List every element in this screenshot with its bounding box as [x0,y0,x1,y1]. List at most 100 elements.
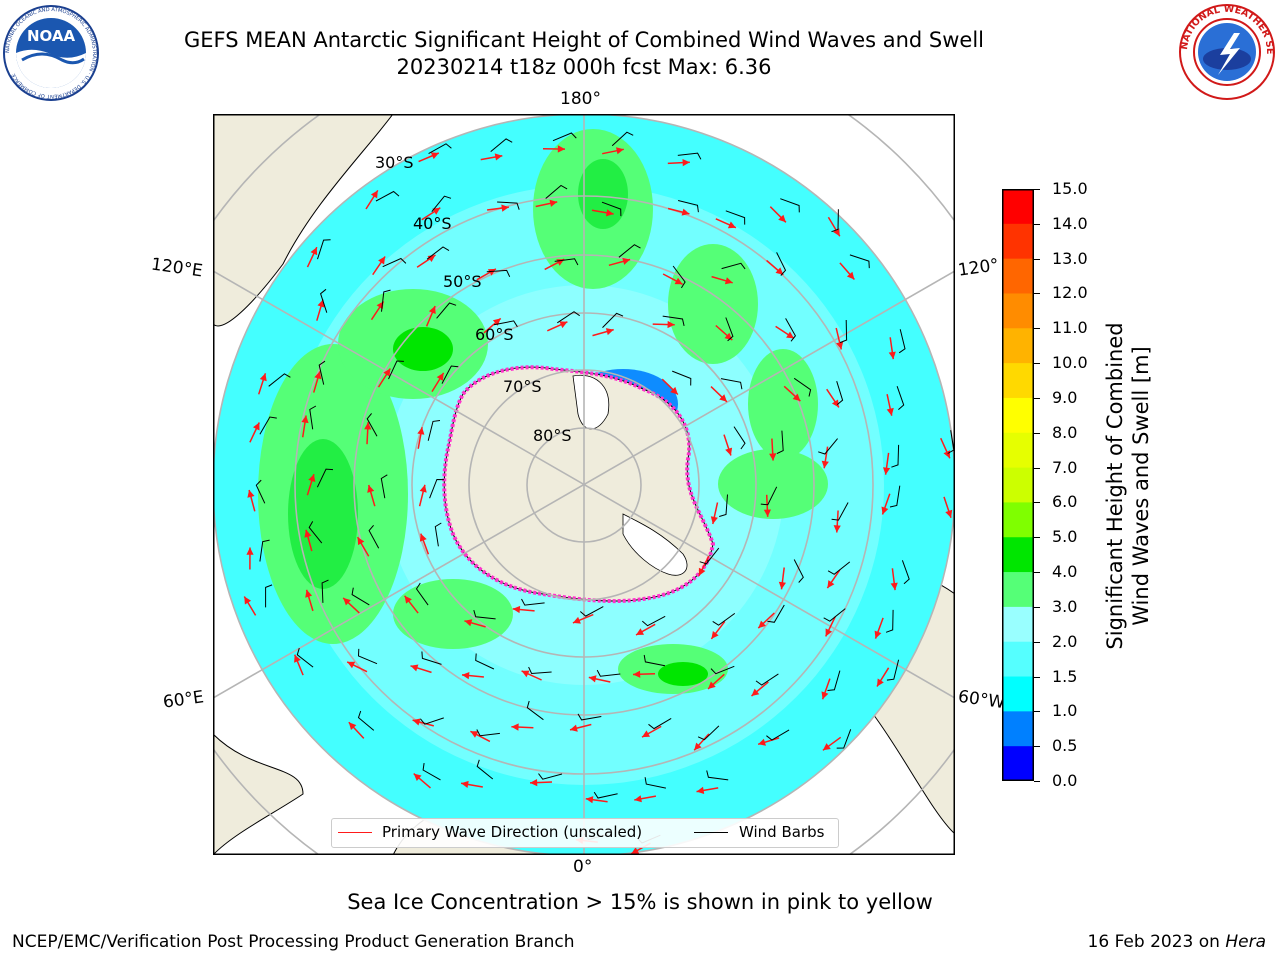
wave-arrow-head [877,678,884,687]
legend-wave-label: Primary Wave Direction (unscaled) [382,823,643,841]
wind-barb [733,426,746,450]
lon-label-60e: 60°E [161,687,206,713]
lat-label-80s: 80°S [533,426,572,445]
wind-barb [375,190,400,202]
wind-barb [898,329,906,354]
wave-arrow-head [417,427,425,435]
wind-barb [320,288,328,313]
wind-barb [434,522,442,547]
wind-barb [593,791,618,799]
colorbar-tick-mark [1034,363,1040,365]
wave-arrow-head [874,630,882,639]
wave-arrow-head [492,318,501,326]
wave-arrow-head [758,738,766,746]
wind-barb [602,312,624,328]
wave-arrow-head [751,688,760,696]
legend-wave-swatch [338,832,372,833]
wind-barb [662,315,685,327]
wind-barb [381,289,391,312]
wind-barb [836,729,852,749]
wind-barb [486,269,511,278]
wind-barb [426,246,450,260]
wave-arrow-head [636,628,644,635]
wind-barb [643,654,666,667]
wind-barb [554,258,579,266]
noaa-logo: NOAA NATIONAL OCEANIC AND ATMOSPHERIC AD… [3,5,99,101]
wave-arrow-head [667,320,675,329]
wave-arrow-head [314,371,322,380]
wind-barb [351,587,370,606]
wind-barb [767,604,785,623]
wave-arrow-head [710,516,718,524]
wave-arrow-head [559,321,568,329]
wind-barb [357,648,378,665]
wave-arrow-head [725,447,733,456]
wave-arrow-head [378,256,386,265]
lat-label-40s: 40°S [413,214,452,233]
wave-arrow-head [792,393,801,402]
wave-arrow-head [696,786,705,794]
colorbar-tick-label: 0.0 [1052,771,1078,790]
map-legend: Primary Wave Direction (unscaled) Wind B… [331,818,839,848]
colorbar-segment [1002,711,1034,747]
wave-arrow-head [833,228,840,237]
wave-arrow-head [487,268,496,276]
wind-barb [776,252,787,276]
wave-arrow-head [501,204,509,212]
wave-arrow-head [719,394,727,402]
colorbar-tick-mark [1034,258,1040,260]
wave-arrow-head [694,742,702,751]
wave-arrow-head [681,208,690,216]
wind-barb [497,201,520,210]
wave-arrow-head [758,620,766,629]
wave-arrow-head [343,597,351,606]
footer-organization: NCEP/EMC/Verification Post Processing Pr… [12,932,575,952]
lon-label-120e: 120°E [149,254,204,282]
wave-arrow-head [419,533,427,542]
ross-ice-shelf [572,374,610,430]
wind-barb [579,606,604,617]
wind-barb [725,317,734,342]
lat-label-70s: 70°S [503,377,542,396]
colorbar-tick-label: 10.0 [1052,353,1088,373]
wind-barb [644,777,666,789]
wind-barb [706,770,729,781]
wind-barb [321,579,329,603]
wind-barb [317,239,331,260]
wave-arrow-head [246,547,254,555]
wind-barb [677,200,699,213]
wind-barb [545,184,568,199]
lon-label-180: 180° [560,89,601,109]
colorbar-tick-label: 3.0 [1052,596,1078,616]
colorbar-tick-label: 1.0 [1052,701,1078,721]
wind-barb [368,524,380,549]
wave-arrow-head [511,723,519,731]
wave-arrow-head [247,490,255,498]
wave-arrow-head [769,453,777,461]
wave-arrow-head [622,257,631,265]
colorbar-segment [1002,293,1034,329]
wave-arrow-head [364,422,372,430]
colorbar-tick-label: 15.0 [1052,179,1088,198]
wave-arrow-head [821,460,829,469]
wave-arrow-head [383,368,391,377]
wave-arrow-head [883,467,891,475]
wave-arrow-head [605,328,614,336]
wind-barb [538,773,563,780]
wave-arrow-head [585,796,594,804]
wave-arrow-head [412,718,421,726]
wind-barb [896,386,905,410]
colorbar-tick-label: 11.0 [1052,318,1088,338]
wave-arrow-head [347,661,356,669]
wave-arrow-head [253,422,260,431]
wind-barb [793,377,812,397]
wave-arrow-head [494,153,503,161]
wind-barb [760,486,778,506]
wave-arrow-head [348,722,357,730]
wind-barb [436,302,457,319]
wind-barb [831,209,839,233]
wave-arrow-head [763,509,771,517]
wave-arrow-head [833,525,841,533]
wave-arrow-head [294,654,301,663]
wind-barb [699,547,720,565]
